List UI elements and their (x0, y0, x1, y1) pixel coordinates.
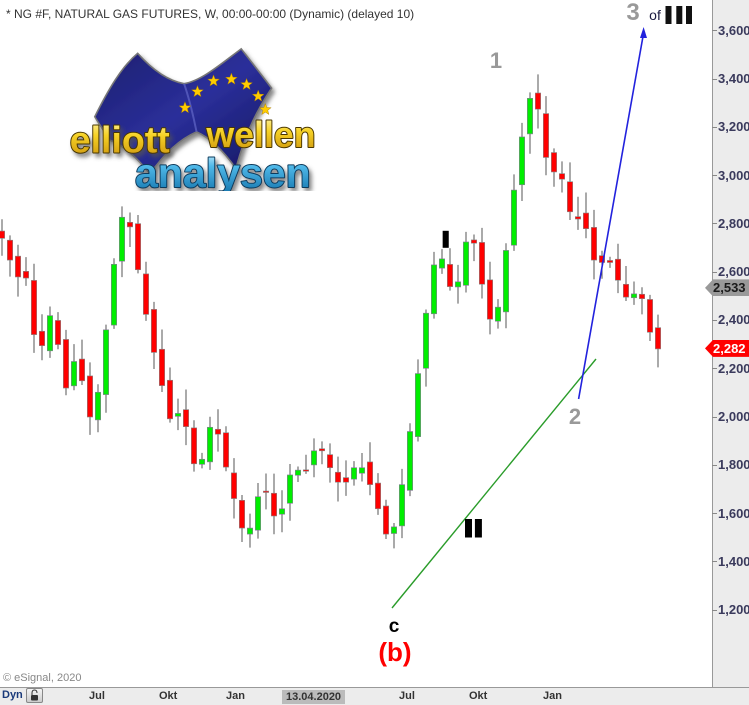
svg-text:wellen: wellen (205, 115, 315, 155)
svg-text:analysen: analysen (135, 150, 311, 191)
